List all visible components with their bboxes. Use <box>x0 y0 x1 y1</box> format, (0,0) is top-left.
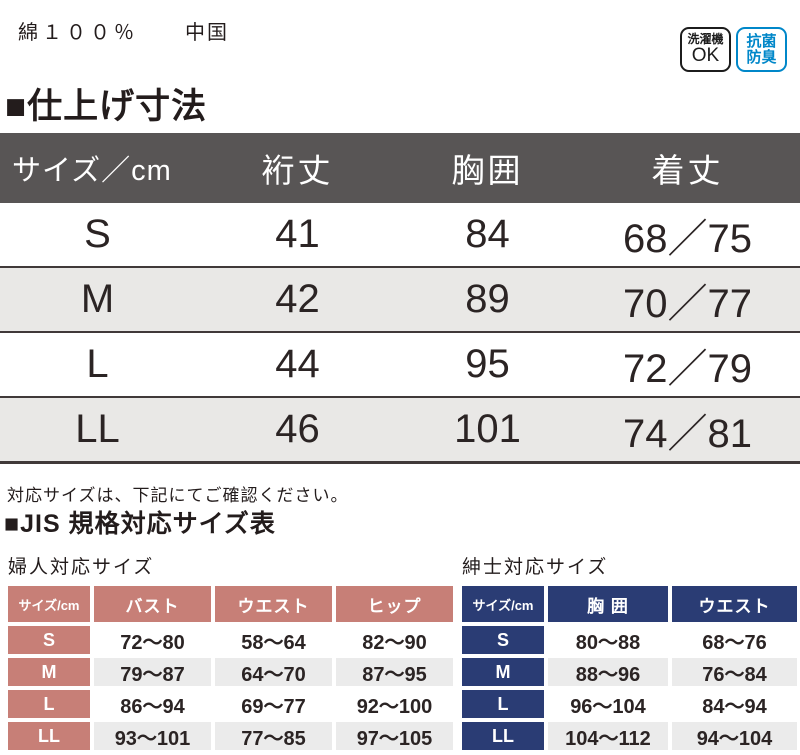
sleeve-value: 42 <box>275 277 320 321</box>
chest-value: 89 <box>465 277 510 321</box>
finished-size-table-header: サイズ／cm 裄丈 胸囲 着丈 <box>0 133 800 203</box>
men-size-l: L <box>462 690 544 718</box>
column-header-body-length: 着丈 <box>651 152 724 189</box>
size-value: M <box>80 277 115 321</box>
column-header-size-cm: サイズ／cm <box>12 155 172 187</box>
women-column-waist: ウエスト <box>215 586 332 622</box>
sleeve-value: 44 <box>275 342 320 386</box>
men-chest-l: 96～104 <box>548 690 668 718</box>
men-waist-s: 68～76 <box>672 626 797 654</box>
women-waist-ll: 77～85 <box>215 722 332 750</box>
women-hip-m: 87～95 <box>336 658 453 686</box>
women-bust-l: 86～94 <box>94 690 211 718</box>
women-size-l: L <box>8 690 90 718</box>
women-column-size-cm: サイズ/cm <box>8 586 90 622</box>
antibacterial-text: 抗菌 <box>746 32 777 50</box>
table-row-m: M 42 89 70／77 <box>0 268 800 333</box>
women-bust-ll: 93～101 <box>94 722 211 750</box>
washing-machine-ok-badge: 洗濯機 OK <box>680 27 731 72</box>
sleeve-value: 41 <box>275 212 320 256</box>
washing-machine-badge-text: 洗濯機 <box>687 31 724 46</box>
men-size-s: S <box>462 626 544 654</box>
women-bust-m: 79～87 <box>94 658 211 686</box>
chest-value: 95 <box>465 342 510 386</box>
men-chest-ll: 104～112 <box>548 722 668 750</box>
women-size-table: サイズ/cm バスト ウエスト ヒップ S 72～80 58～64 82～90 … <box>8 586 453 750</box>
women-size-s: S <box>8 626 90 654</box>
washing-machine-ok-text: OK <box>691 45 720 67</box>
size-value: S <box>84 212 111 256</box>
column-header-chest: 胸囲 <box>451 152 524 189</box>
deodorant-text: 防臭 <box>746 48 777 66</box>
men-size-ll: LL <box>462 722 544 750</box>
size-value: L <box>86 342 109 386</box>
men-sizes-title: 紳士対応サイズ <box>462 557 609 578</box>
men-waist-l: 84～94 <box>672 690 797 718</box>
chest-value: 84 <box>465 212 510 256</box>
women-hip-s: 82～90 <box>336 626 453 654</box>
length-value: 72／79 <box>623 346 752 391</box>
men-column-size-cm: サイズ/cm <box>462 586 544 622</box>
finished-size-table: サイズ／cm 裄丈 胸囲 着丈 S 41 84 68／75 M 42 89 70… <box>0 133 800 464</box>
women-hip-l: 92～100 <box>336 690 453 718</box>
table-row-l: L 44 95 72／79 <box>0 333 800 398</box>
length-value: 70／77 <box>623 281 752 326</box>
women-waist-s: 58～64 <box>215 626 332 654</box>
men-column-waist: ウエスト <box>672 586 797 622</box>
sleeve-value: 46 <box>275 407 320 451</box>
women-size-ll: LL <box>8 722 90 750</box>
antibacterial-deodorant-badge: 抗菌 防臭 <box>736 27 787 72</box>
feature-badges: 洗濯機 OK 抗菌 防臭 <box>680 27 787 72</box>
table-row-ll: LL 46 101 74／81 <box>0 398 800 464</box>
women-size-m: M <box>8 658 90 686</box>
women-hip-ll: 97～105 <box>336 722 453 750</box>
men-chest-m: 88～96 <box>548 658 668 686</box>
length-value: 74／81 <box>623 411 752 456</box>
women-column-bust: バスト <box>94 586 211 622</box>
men-column-chest: 胸 囲 <box>548 586 668 622</box>
column-header-sleeve-length: 裄丈 <box>261 152 334 189</box>
women-waist-l: 69～77 <box>215 690 332 718</box>
women-waist-m: 64～70 <box>215 658 332 686</box>
country-of-origin-label: 中国 <box>185 22 229 44</box>
jis-standard-heading: ■JIS 規格対応サイズ表 <box>4 510 276 538</box>
finished-dimensions-heading: ■仕上げ寸法 <box>5 87 208 126</box>
women-sizes-title: 婦人対応サイズ <box>8 557 155 578</box>
men-size-table: サイズ/cm 胸 囲 ウエスト S 80～88 68～76 M 88～96 76… <box>462 586 797 750</box>
men-size-m: M <box>462 658 544 686</box>
men-chest-s: 80～88 <box>548 626 668 654</box>
length-value: 68／75 <box>623 216 752 261</box>
size-value: LL <box>75 407 120 451</box>
men-waist-m: 76～84 <box>672 658 797 686</box>
chest-value: 101 <box>454 407 521 451</box>
women-column-hip: ヒップ <box>336 586 453 622</box>
size-confirmation-note: 対応サイズは、下記にてご確認ください。 <box>7 486 349 505</box>
material-label: 綿１００％ <box>18 22 138 44</box>
women-bust-s: 72～80 <box>94 626 211 654</box>
table-row-s: S 41 84 68／75 <box>0 203 800 268</box>
men-waist-ll: 94～104 <box>672 722 797 750</box>
